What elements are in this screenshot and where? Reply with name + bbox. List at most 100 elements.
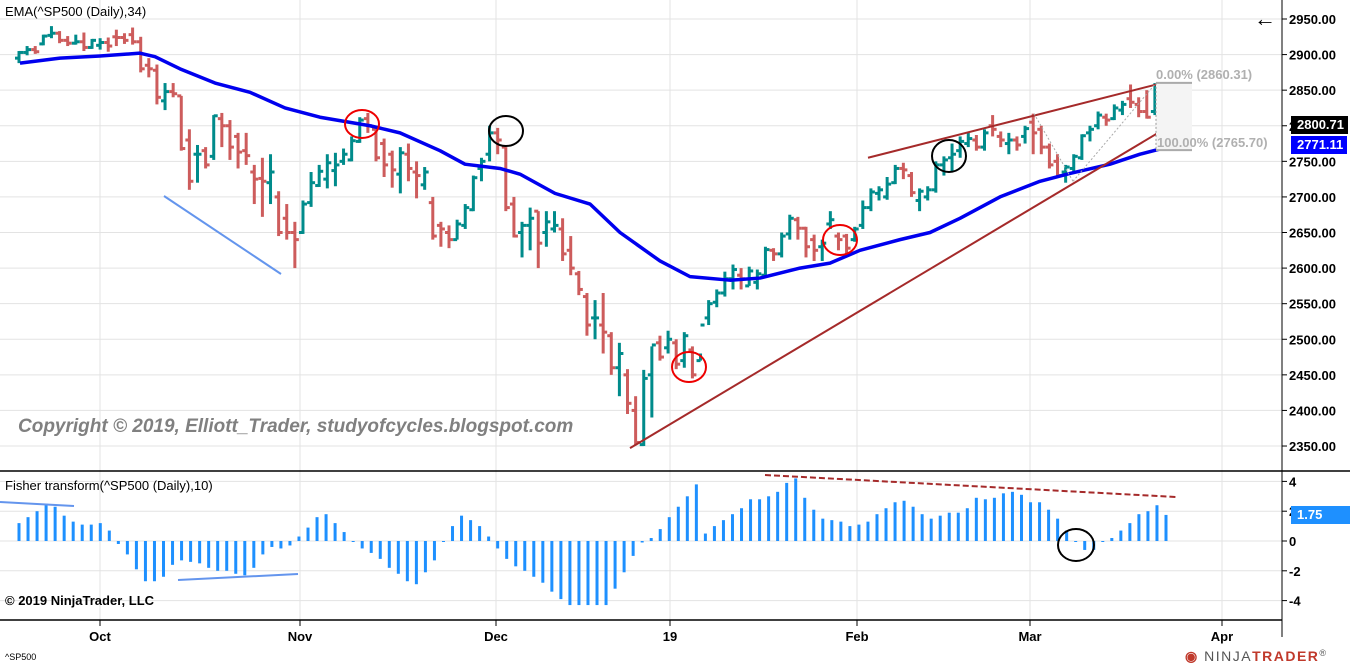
fisher-bar (1083, 541, 1087, 550)
price-divergence-line (163, 195, 282, 275)
y-axis-label: 2900.00 (1289, 48, 1336, 63)
y-axis-label: 2450.00 (1289, 368, 1336, 383)
fisher-bar (721, 520, 725, 541)
fisher-bar (478, 526, 482, 541)
fisher-bar (523, 541, 527, 571)
fisher-bar (414, 541, 418, 585)
fisher-bar (1047, 509, 1051, 541)
fisher-bar (387, 541, 391, 568)
fisher-bar (631, 541, 635, 556)
annotation-circle (344, 109, 380, 139)
fisher-bar (830, 520, 834, 541)
fisher-bar (198, 541, 202, 564)
fisher-bar (568, 541, 572, 606)
fisher-bar (1119, 530, 1123, 541)
annotation-circle (1057, 528, 1095, 562)
fisher-bar (234, 541, 238, 574)
y-axis-label: 2600.00 (1289, 261, 1336, 276)
fisher-bar (902, 500, 906, 541)
fisher-bar (1128, 523, 1132, 541)
fisher-bar (1137, 514, 1141, 541)
fisher-bar (152, 541, 156, 582)
fisher-bar (803, 497, 807, 541)
annotation-circle (671, 351, 707, 383)
fisher-bar (162, 541, 166, 577)
fisher-bar (297, 536, 301, 541)
fisher-bar (315, 517, 319, 541)
fisher-bar (812, 509, 816, 541)
fisher-bar (396, 541, 400, 574)
fisher-bar (487, 536, 491, 541)
y-axis-label: -2 (1289, 564, 1301, 579)
fisher-bar (505, 541, 509, 559)
fisher-bar (947, 512, 951, 541)
fisher-bar (180, 541, 184, 561)
fisher-bar (288, 541, 292, 546)
fisher-bar (243, 541, 247, 576)
fisher-bar (53, 506, 57, 541)
fisher-bar (776, 491, 780, 541)
fisher-bar (532, 541, 536, 577)
fisher-value-tag: 1.75 (1291, 506, 1350, 524)
arrow-left-icon[interactable]: ← (1254, 6, 1276, 31)
fisher-bar (559, 541, 563, 600)
x-axis-label: Oct (89, 629, 111, 644)
fib-box (1156, 82, 1192, 151)
ninjatrader-logo: ◉ NINJATRADER® (1185, 648, 1328, 664)
fisher-bar (929, 518, 933, 541)
fisher-bar (451, 526, 455, 541)
fisher-bar (125, 541, 129, 555)
ema-value-tag: 2771.11 (1291, 136, 1348, 154)
fisher-bar (658, 529, 662, 541)
y-axis-label: 2700.00 (1289, 190, 1336, 205)
fisher-bar (541, 541, 545, 583)
platform-copyright: © 2019 NinjaTrader, LLC (5, 593, 155, 608)
fisher-bar (1065, 530, 1069, 541)
fisher-bar (983, 499, 987, 541)
fib-level-bottom-label: 100.00% (2765.70) (1157, 135, 1268, 150)
fisher-bar (333, 523, 337, 541)
fisher-bar (351, 541, 355, 542)
fisher-bar (767, 496, 771, 541)
fisher-bar (252, 541, 256, 568)
x-axis-label: Mar (1018, 629, 1041, 644)
fisher-bar (62, 515, 66, 541)
fisher-bar (740, 508, 744, 541)
fisher-bar (514, 541, 518, 567)
fisher-bar (189, 541, 193, 562)
fisher-bar (98, 523, 102, 541)
author-copyright-watermark: Copyright © 2019, Elliott_Trader, studyo… (18, 416, 574, 437)
fisher-bar (360, 541, 364, 549)
fisher-bar (992, 497, 996, 541)
fib-level-top-label: 0.00% (2860.31) (1156, 67, 1253, 82)
fisher-bar (595, 541, 599, 606)
fisher-bar (667, 517, 671, 541)
fisher-falling-highs-line (764, 474, 1177, 498)
fisher-bar (794, 478, 798, 541)
x-axis-label: Feb (845, 629, 868, 644)
fisher-bar (857, 524, 861, 541)
fisher-bar (866, 521, 870, 541)
fisher-bar (26, 517, 30, 541)
fisher-bar (107, 530, 111, 541)
symbol-label: ^SP500 (5, 652, 37, 662)
ninja-logo-icon: ◉ (1185, 648, 1199, 664)
annotation-circle (931, 139, 967, 173)
fisher-bar (89, 524, 93, 541)
fisher-bar (342, 532, 346, 541)
fisher-bar (306, 527, 310, 541)
fisher-bar (712, 526, 716, 541)
indicator-panel-title: Fisher transform(^SP500 (Daily),10) (5, 478, 213, 493)
fisher-bar (405, 541, 409, 582)
y-axis-label: 2850.00 (1289, 83, 1336, 98)
y-axis-label: 2550.00 (1289, 297, 1336, 312)
fisher-bar (920, 514, 924, 541)
fisher-bar (1056, 518, 1060, 541)
fisher-bar (80, 524, 84, 541)
fisher-bar (1146, 511, 1150, 541)
zigzag-line (1033, 113, 1074, 182)
fisher-bar (965, 508, 969, 541)
fisher-bar (785, 482, 789, 541)
fisher-bar (279, 541, 283, 549)
